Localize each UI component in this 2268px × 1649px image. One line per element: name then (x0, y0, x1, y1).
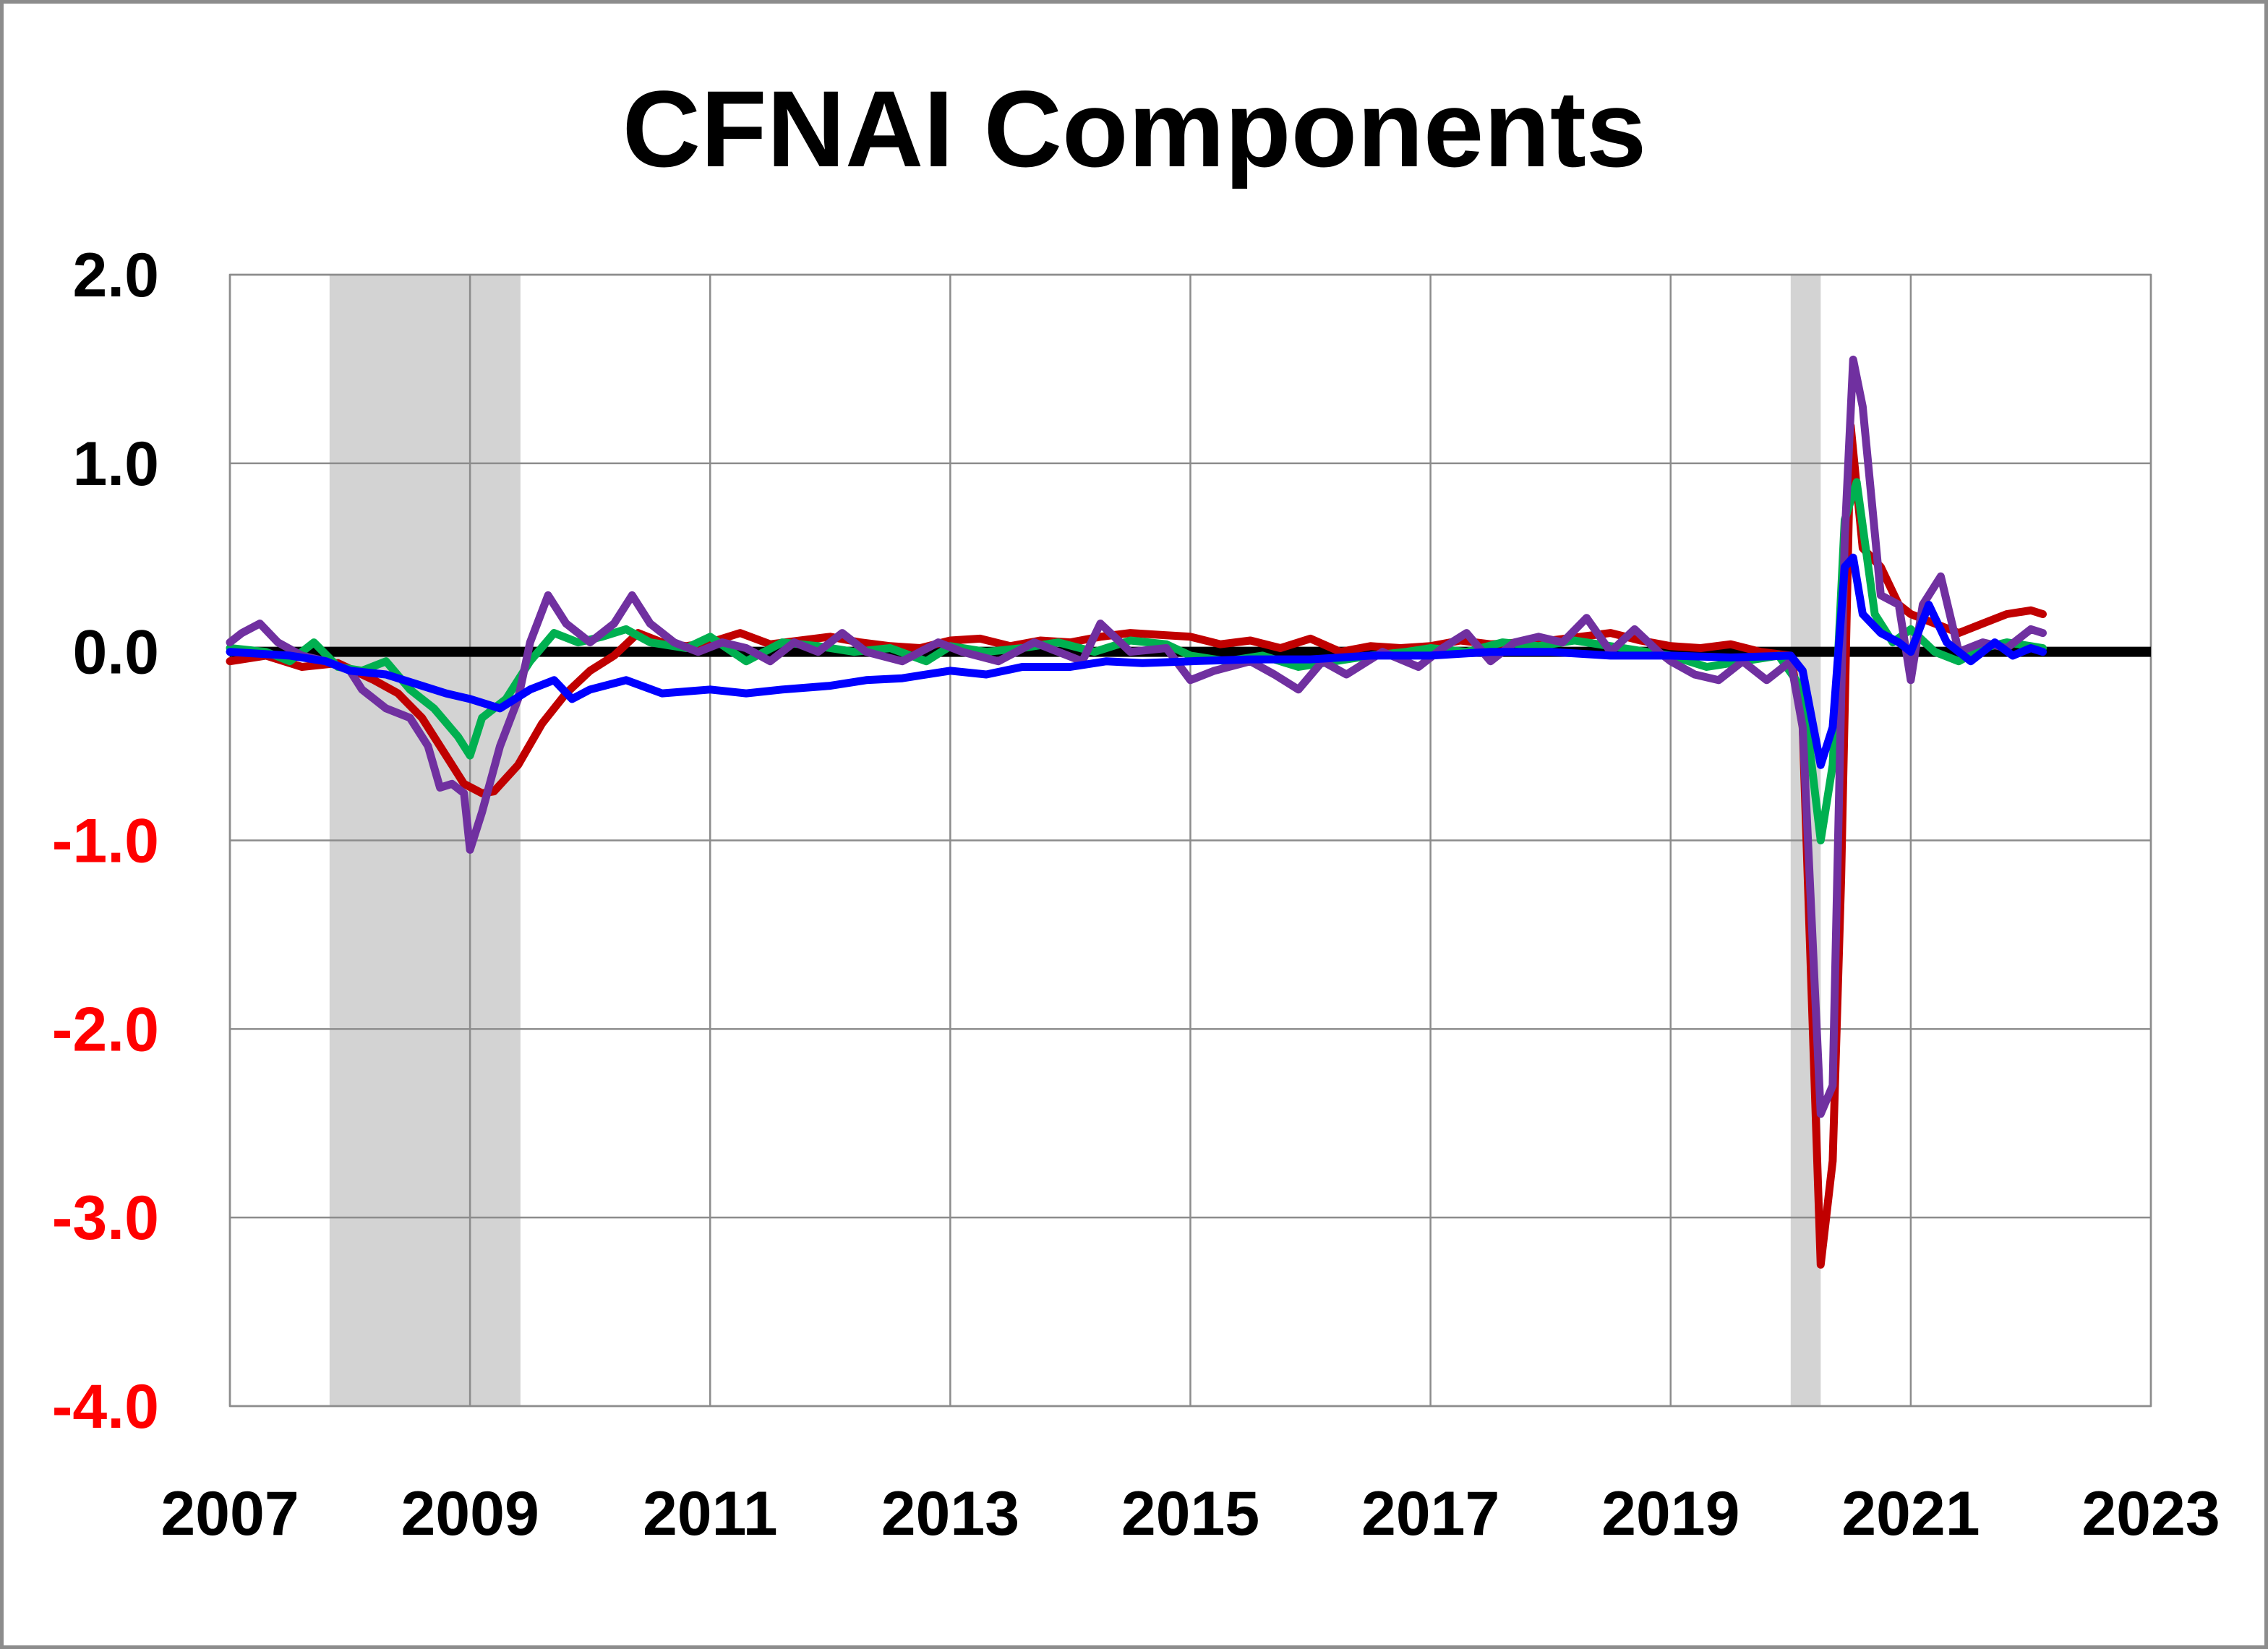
x-tick-label: 2021 (1841, 1479, 1980, 1549)
x-tick-label: 2007 (161, 1479, 299, 1549)
y-tick-label: -4.0 (52, 1372, 159, 1442)
x-tick-label: 2017 (1361, 1479, 1499, 1549)
x-tick-label: 2015 (1121, 1479, 1259, 1549)
y-tick-label: 1.0 (72, 429, 159, 499)
y-tick-label: -2.0 (52, 995, 159, 1064)
series-line-4 (226, 553, 2047, 769)
x-tick-label: 2011 (643, 1479, 778, 1549)
plot-border (228, 273, 2152, 1408)
y-tick-label: -3.0 (52, 1183, 159, 1253)
cfnai-line-chart: CFNAI Components 2.0 1.0 0.0 -1.0 -2.0 -3.0 -4… (52, 68, 2220, 1549)
y-tick-label: 0.0 (72, 618, 159, 688)
x-tick-label: 2013 (881, 1479, 1019, 1549)
y-tick-label: -1.0 (52, 807, 159, 876)
chart-title: CFNAI Components (622, 68, 1647, 189)
series-line-3 (226, 355, 2047, 1118)
y-tick-label: 2.0 (72, 241, 159, 310)
x-tick-label: 2019 (1601, 1479, 1739, 1549)
x-tick-label: 2023 (2081, 1479, 2220, 1549)
x-tick-label: 2009 (401, 1479, 539, 1549)
